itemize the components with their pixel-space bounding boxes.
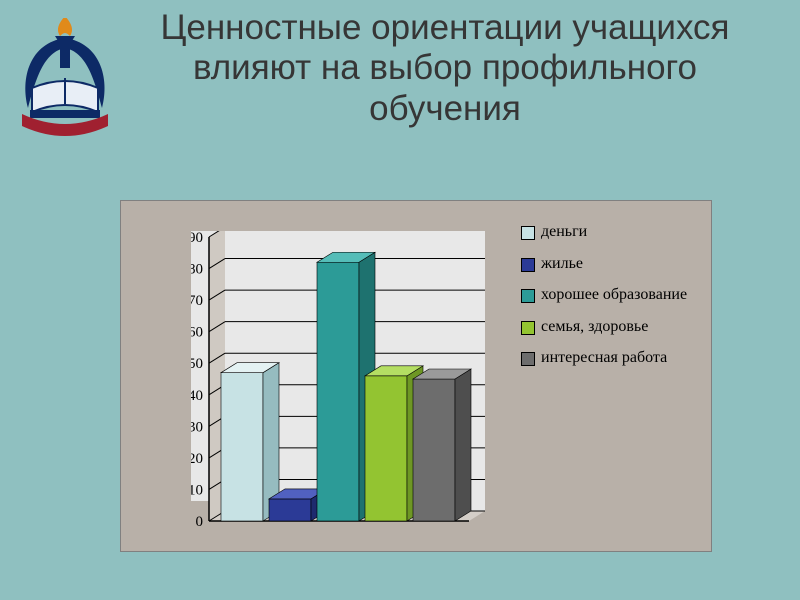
y-tick-label: 0 xyxy=(196,514,204,530)
legend-item: жилье xyxy=(521,255,701,273)
legend-label: семья, здоровье xyxy=(541,318,648,336)
bar-money xyxy=(221,373,263,521)
legend-item: интересная работа xyxy=(521,349,701,367)
bar-work xyxy=(413,379,455,521)
school-crest-logo xyxy=(10,18,120,148)
y-tick-label: 50 xyxy=(191,356,203,372)
y-tick-label: 10 xyxy=(191,482,203,498)
legend-swatch xyxy=(521,352,535,366)
y-tick-label: 20 xyxy=(191,451,203,467)
legend-label: деньги xyxy=(541,223,587,241)
legend-label: жилье xyxy=(541,255,583,273)
legend-label: хорошее образование xyxy=(541,286,687,304)
legend-swatch xyxy=(521,289,535,303)
slide-title: Ценностные ориентации учащихся влияют на… xyxy=(130,8,760,129)
legend-swatch xyxy=(521,226,535,240)
legend-label: интересная работа xyxy=(541,349,667,367)
y-tick-label: 60 xyxy=(191,325,203,341)
bar-housing xyxy=(269,499,311,521)
values-bar-chart: 0 10 20 30 40 50 60 70 80 90 деньги жилье хорошее о… xyxy=(120,200,712,552)
bar-education xyxy=(317,262,359,521)
legend-item: хорошее образование xyxy=(521,286,701,304)
legend-item: семья, здоровье xyxy=(521,318,701,336)
y-tick-label: 90 xyxy=(191,231,203,246)
y-tick-label: 70 xyxy=(191,293,203,309)
chart-legend: деньги жилье хорошее образование семья, здо… xyxy=(521,223,701,381)
chart-plot: 0 10 20 30 40 50 60 70 80 90 xyxy=(191,231,511,531)
legend-swatch xyxy=(521,321,535,335)
y-tick-label: 40 xyxy=(191,388,203,404)
legend-item: деньги xyxy=(521,223,701,241)
y-tick-label: 30 xyxy=(191,419,203,435)
bar-family xyxy=(365,376,407,521)
legend-swatch xyxy=(521,258,535,272)
y-tick-label: 80 xyxy=(191,262,203,278)
